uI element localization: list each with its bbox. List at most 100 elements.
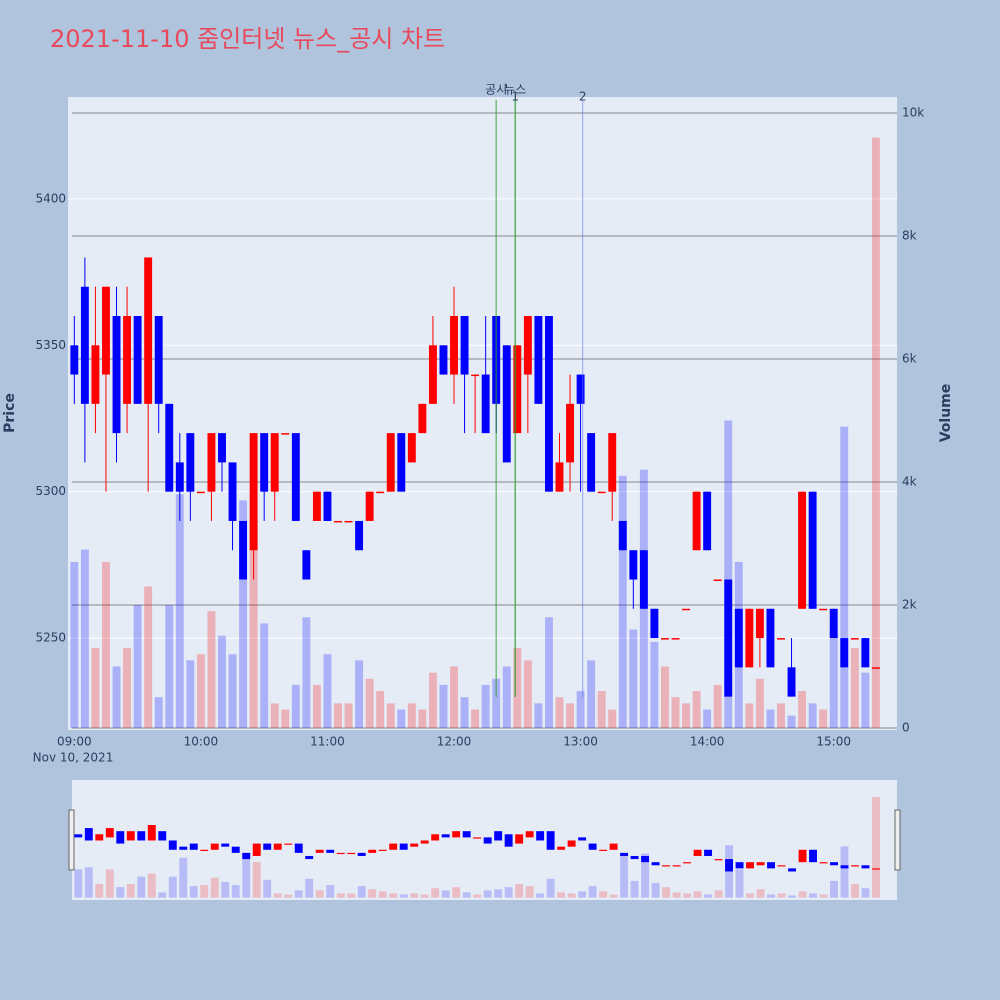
volume-bar	[123, 648, 132, 728]
slider-volume-bar	[651, 882, 660, 898]
candle-body	[576, 374, 585, 404]
candle-body	[829, 608, 838, 639]
candle-body	[334, 520, 342, 523]
volume-bar	[302, 617, 311, 728]
slider-candle-body	[74, 834, 83, 838]
slider-volume-bar	[116, 887, 125, 898]
slider-volume-bar	[231, 885, 240, 898]
y-tick-label: 5300	[35, 484, 66, 498]
slider-volume-bar	[767, 894, 776, 898]
volume-bar	[334, 703, 342, 728]
volume-bar	[344, 703, 353, 728]
slider-volume-bar	[357, 886, 366, 898]
volume-bar	[207, 611, 216, 728]
slider-volume-bar	[431, 888, 440, 898]
slider-volume-bar	[494, 889, 503, 898]
slider-candle-body	[504, 834, 513, 847]
slider-candle-body	[294, 843, 303, 853]
x-tick-label: 09:00	[57, 735, 92, 749]
slider-volume-bar	[557, 892, 566, 898]
slider-candle-body	[798, 849, 807, 863]
x-tick-label: 11:00	[310, 735, 345, 749]
slider-volume-bar	[168, 876, 177, 898]
candle-body	[787, 667, 796, 697]
volume-bar	[91, 648, 100, 728]
x-tick-label: 13:00	[563, 735, 598, 749]
slider-candle-body	[693, 849, 702, 856]
volume-bar	[418, 709, 427, 728]
candle-body	[481, 374, 490, 434]
candle-body	[154, 316, 163, 404]
slider-volume-bar	[294, 890, 303, 898]
volume-bar	[566, 703, 574, 728]
volume-bar	[154, 697, 163, 728]
candle-body	[734, 608, 743, 668]
slider-candle-body	[777, 865, 786, 867]
volume-bar	[428, 672, 437, 728]
candle-body	[808, 491, 817, 609]
slider-volume-bar	[609, 894, 618, 898]
candle-body	[861, 638, 870, 668]
slider-volume-bar	[683, 893, 692, 898]
range-handle-right[interactable]	[894, 809, 901, 871]
candle-body	[260, 433, 269, 492]
slider-volume-bar	[410, 893, 419, 898]
slider-candle-body	[788, 868, 796, 872]
candle-body	[439, 345, 448, 375]
slider-candle-body	[483, 837, 492, 844]
volume-bar	[450, 666, 458, 728]
candle-body	[777, 638, 785, 640]
slider-candle-body	[347, 852, 356, 855]
event-label: 공시	[485, 83, 507, 97]
volume-bar	[850, 648, 859, 728]
volume-bar	[312, 684, 321, 728]
y2-tick-label: 4k	[902, 474, 917, 488]
slider-candle-body	[588, 843, 597, 850]
slider-volume-bar	[567, 893, 576, 898]
range-handle-left[interactable]	[68, 809, 75, 871]
candle-body	[365, 491, 374, 521]
slider-candle-body	[179, 846, 188, 850]
volume-bar	[196, 654, 205, 728]
slider-candle-body	[210, 843, 219, 850]
candle-body	[80, 286, 89, 404]
event-label: 뉴스	[504, 83, 526, 97]
volume-bar	[376, 691, 385, 728]
slider-candle-body	[189, 843, 198, 850]
volume-bar	[291, 684, 300, 728]
slider-candle-body	[105, 828, 114, 838]
slider-candle-body	[578, 837, 587, 841]
y2-axis-title: Volume	[938, 384, 954, 443]
candle-body	[302, 550, 311, 580]
candle-body	[312, 491, 321, 521]
candle-body	[249, 433, 258, 551]
candle-body	[123, 316, 132, 404]
slider-volume-bar	[630, 880, 639, 898]
slider-candle-body	[746, 862, 755, 869]
slider-candle-body	[452, 831, 461, 838]
volume-bar	[270, 703, 279, 728]
slider-candle-body	[830, 862, 838, 866]
candle-body	[450, 316, 458, 375]
slider-volume-bar	[399, 894, 408, 898]
slider-volume-bar	[483, 890, 492, 898]
volume-bar	[186, 660, 195, 728]
slider-volume-bar	[620, 854, 629, 898]
event-label: 1	[511, 90, 519, 104]
candle-body	[428, 345, 437, 404]
candle-body	[766, 608, 775, 668]
slider-volume-bar	[420, 894, 429, 898]
slider-candle-body	[683, 862, 692, 864]
candle-body	[239, 520, 248, 580]
slider-volume-bar	[672, 892, 681, 898]
candle-body	[102, 286, 110, 375]
candle-body	[639, 550, 648, 609]
candle-body	[144, 257, 153, 404]
volume-bar	[397, 709, 406, 728]
slider-volume-bar	[798, 891, 807, 898]
volume-bar	[629, 629, 638, 728]
slider-candle-body	[704, 849, 713, 856]
slider-volume-bar	[462, 892, 471, 898]
volume-bar	[534, 703, 543, 728]
slider-candle-body	[389, 843, 398, 850]
